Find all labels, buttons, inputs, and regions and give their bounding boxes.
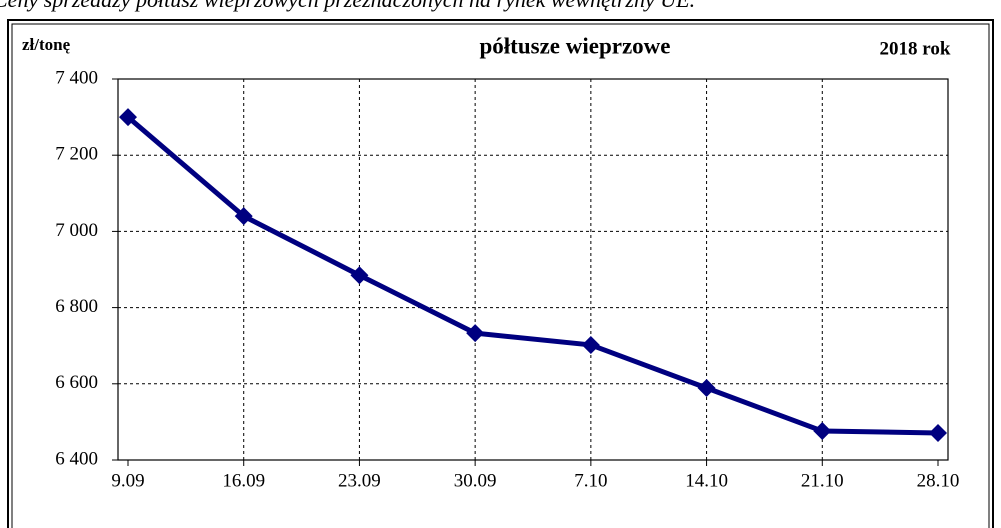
x-tick-label: 9.09 — [111, 470, 144, 491]
y-tick-label: 7 400 — [55, 67, 98, 88]
data-line — [126, 115, 939, 436]
data-marker — [697, 378, 716, 397]
annotation: 2018 rok — [880, 38, 951, 59]
y-tick-label: 7 000 — [55, 220, 98, 241]
plot-area — [117, 78, 949, 461]
data-marker — [350, 266, 369, 285]
inner-frame — [11, 23, 990, 528]
x-tick-label: 23.09 — [338, 470, 381, 491]
chart-title: półtusze wieprzowe — [480, 33, 671, 58]
data-marker — [119, 108, 137, 127]
outer-frame — [7, 19, 994, 528]
y-tick-label: 6 400 — [55, 448, 98, 469]
x-tick-label: 21.10 — [801, 470, 844, 491]
y-axis-label: zł/tonę — [22, 35, 71, 54]
data-marker — [929, 423, 947, 442]
data-marker — [581, 335, 600, 354]
x-tick-label: 14.10 — [685, 470, 728, 491]
x-tick-label: 16.09 — [222, 470, 265, 491]
data-marker — [234, 207, 253, 226]
data-marker — [466, 324, 485, 343]
x-tick-label: 28.10 — [917, 470, 960, 491]
x-tick-label: 30.09 — [454, 470, 497, 491]
data-marker — [813, 422, 832, 441]
x-tick-label: 7.10 — [574, 470, 607, 491]
y-tick-label: 7 200 — [55, 144, 98, 165]
header: Ceny sprzedaży półtusz wieprzowych przez… — [0, 0, 695, 12]
y-tick-label: 6 800 — [55, 296, 98, 317]
y-tick-label: 6 600 — [55, 372, 98, 393]
